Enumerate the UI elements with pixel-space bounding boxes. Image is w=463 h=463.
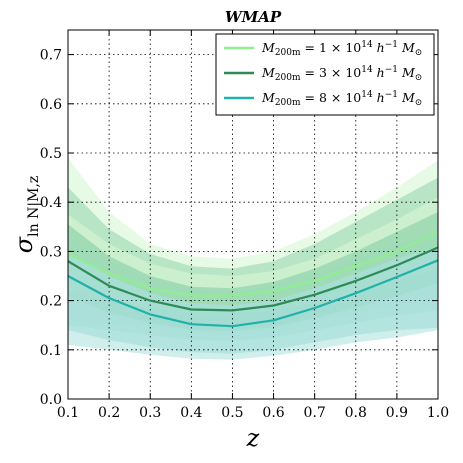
x-tick-labels: 0.1 0.2 0.3 0.4 0.5 0.6 0.7 0.8 0.9 1.0	[57, 405, 449, 421]
x-tick-label: 0.5	[221, 405, 243, 421]
legend-label-part: ⊙	[415, 98, 423, 108]
legend-label-part: 14	[361, 90, 373, 100]
x-tick-label: 0.6	[262, 405, 284, 421]
x-tick-label: 0.7	[304, 405, 326, 421]
y-axis-label-sigma: σ	[10, 236, 38, 253]
legend-label-part: 200m	[275, 73, 301, 83]
legend: M200m = 1 × 1014 h−1 M⊙M200m = 3 × 1014 …	[215, 33, 435, 116]
legend-label-part: 200m	[275, 98, 301, 108]
y-tick-labels: 0.0 0.1 0.2 0.3 0.4 0.5 0.6 0.7	[40, 48, 62, 408]
legend-label-part: ⊙	[415, 48, 423, 58]
legend-label-part: 14	[361, 40, 373, 50]
legend-label-part: = 8 × 10	[301, 90, 362, 105]
legend-label-part: h	[373, 40, 385, 55]
legend-label-3: M200m = 8 × 1014 h−1 M⊙	[261, 90, 422, 108]
legend-label-part: 14	[361, 65, 373, 75]
series-lines	[67, 230, 439, 328]
y-tick-label: 0.1	[40, 343, 62, 359]
legend-label-part: = 1 × 10	[301, 40, 362, 55]
y-tick-label: 0.6	[40, 97, 62, 113]
series-line-1	[67, 230, 439, 297]
legend-label-part: h	[373, 65, 385, 80]
legend-label-part: −1	[385, 65, 398, 75]
y-tick-label: 0.2	[40, 294, 62, 310]
x-tick-label: 0.1	[57, 405, 79, 421]
legend-label-1: M200m = 1 × 1014 h−1 M⊙	[261, 40, 422, 58]
legend-label-part: M	[398, 90, 416, 105]
legend-label-2: M200m = 3 × 1014 h−1 M⊙	[261, 65, 422, 83]
series-line-3	[67, 259, 439, 328]
y-tick-label: 0.0	[40, 392, 62, 408]
legend-label-part: M	[261, 65, 276, 80]
legend-label-part: M	[261, 90, 276, 105]
x-axis-label: z	[246, 424, 260, 452]
legend-label-part: h	[373, 90, 385, 105]
x-tick-label: 0.2	[98, 405, 120, 421]
legend-label-part: = 3 × 10	[301, 65, 362, 80]
y-tick-label: 0.4	[40, 195, 62, 211]
y-axis-label-subscript: ln N|M,z	[26, 176, 42, 237]
band-1sigma-series-3	[68, 246, 438, 354]
x-tick-label: 0.3	[139, 405, 161, 421]
y-tick-label: 0.3	[40, 244, 62, 260]
legend-label-part: −1	[385, 40, 398, 50]
legend-label-part: M	[398, 65, 416, 80]
plot-frame	[67, 29, 439, 400]
x-tick-label: 0.8	[345, 405, 367, 421]
uncertainty-bands	[68, 157, 438, 360]
y-tick-label: 0.5	[40, 146, 62, 162]
legend-label-part: ⊙	[415, 73, 423, 83]
x-tick-label: 0.9	[386, 405, 408, 421]
legend-label-part: −1	[385, 90, 398, 100]
legend-label-part: M	[398, 40, 416, 55]
x-tick-label: 1.0	[427, 405, 449, 421]
y-tick-label: 0.7	[40, 48, 62, 64]
legend-label-part: 200m	[275, 48, 301, 58]
x-tick-label: 0.4	[180, 405, 202, 421]
series-line-2	[67, 246, 439, 312]
chart-title: WMAP	[225, 8, 282, 26]
y-axis-label: σln N|M,z	[10, 176, 42, 253]
legend-label-part: M	[261, 40, 276, 55]
